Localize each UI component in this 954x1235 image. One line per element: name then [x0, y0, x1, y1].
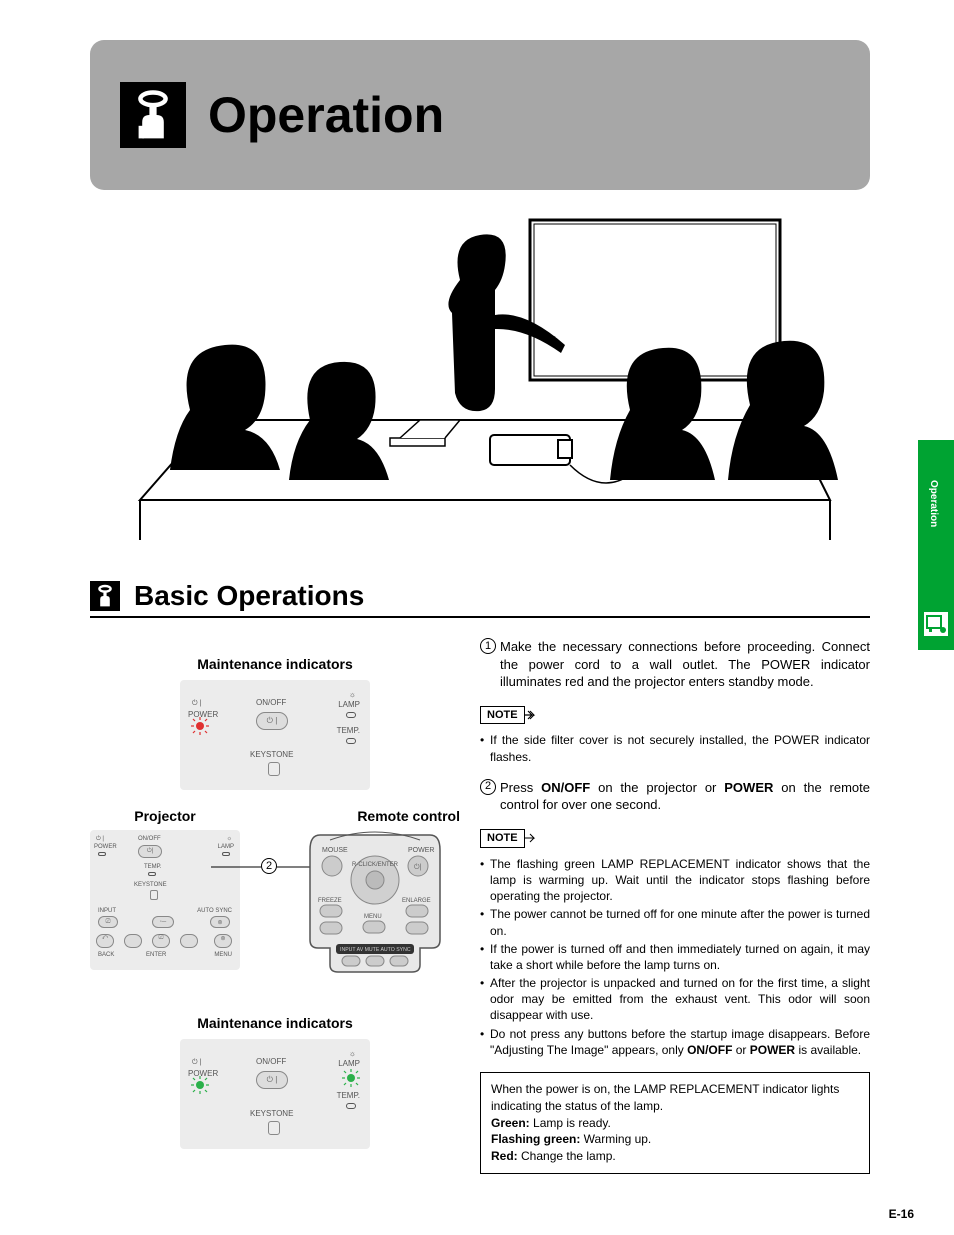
page-number: E-16: [889, 1207, 914, 1221]
note2-item: After the projector is unpacked and turn…: [480, 975, 870, 1024]
section-title: Basic Operations: [134, 580, 364, 612]
note-list-2: The flashing green LAMP REPLACEMENT indi…: [480, 856, 870, 1058]
maintenance-panel-1: ⏻ | POWER ON/OFF ⏻ | KEYSTONE: [180, 680, 370, 790]
note2-item: The flashing green LAMP REPLACEMENT indi…: [480, 856, 870, 905]
left-column: Maintenance indicators ⏻ | POWER: [90, 638, 460, 1174]
svg-text:POWER: POWER: [408, 847, 434, 854]
side-tab-icon: [924, 612, 948, 636]
step-2-number: 2: [480, 779, 496, 795]
maint-indicators-label-1: Maintenance indicators: [90, 656, 460, 672]
presentation-illustration: [90, 210, 870, 550]
callout-2: 2: [261, 858, 277, 874]
right-column: 1 Make the necessary connections before …: [480, 638, 870, 1174]
note-label-2: NOTE: [480, 829, 525, 848]
step-1-number: 1: [480, 638, 496, 654]
maintenance-panel-2: ⏻ | POWER ON/OFF ⏻ | KEYSTONE: [180, 1039, 370, 1149]
svg-text:MOUSE: MOUSE: [322, 847, 348, 854]
note-label-1: NOTE: [480, 706, 525, 725]
page-title: Operation: [208, 86, 444, 144]
side-tab-label: Operation: [928, 480, 939, 527]
svg-text:R-CLICK/ENTER: R-CLICK/ENTER: [352, 862, 399, 868]
note2-item: The power cannot be turned off for one m…: [480, 906, 870, 938]
step-2-text: Press ON/OFF on the projector or POWER o…: [500, 779, 870, 814]
status-intro: When the power is on, the LAMP REPLACEME…: [491, 1081, 859, 1115]
svg-text:MENU: MENU: [364, 914, 382, 920]
lamp-status-box: When the power is on, the LAMP REPLACEME…: [480, 1072, 870, 1174]
svg-text:FREEZE: FREEZE: [318, 898, 342, 904]
svg-text:INPUT AV MUTE AUTO SYNC: INPUT AV MUTE AUTO SYNC: [340, 947, 411, 953]
remote-panel: MOUSE POWER ⏻| R-CLICK/ENTER FREEZE ENLA…: [300, 830, 450, 975]
projector-panel: ⏻ | POWER ON/OFF ⏻| TEMP. KEYSTONE ☼ LAM…: [90, 830, 240, 970]
section-header: Basic Operations: [90, 580, 870, 618]
note2-item-last: Do not press any buttons before the star…: [480, 1026, 870, 1058]
svg-text:⏻|: ⏻|: [414, 863, 422, 871]
operation-hand-small-icon: [90, 581, 120, 611]
note1-item: If the side filter cover is not securely…: [480, 732, 870, 764]
title-block: Operation: [90, 40, 870, 190]
operation-hand-icon: [120, 82, 186, 148]
step-1: 1 Make the necessary connections before …: [480, 638, 870, 691]
svg-text:ENLARGE: ENLARGE: [402, 898, 431, 904]
note-list-1: If the side filter cover is not securely…: [480, 732, 870, 764]
note2-item: If the power is turned off and then imme…: [480, 941, 870, 973]
step-1-text: Make the necessary connections before pr…: [500, 638, 870, 691]
maint-indicators-label-2: Maintenance indicators: [90, 1015, 460, 1031]
side-tab: Operation: [918, 440, 954, 650]
projector-label: Projector: [90, 808, 240, 824]
remote-label: Remote control: [300, 808, 460, 824]
step-2: 2 Press ON/OFF on the projector or POWER…: [480, 779, 870, 814]
